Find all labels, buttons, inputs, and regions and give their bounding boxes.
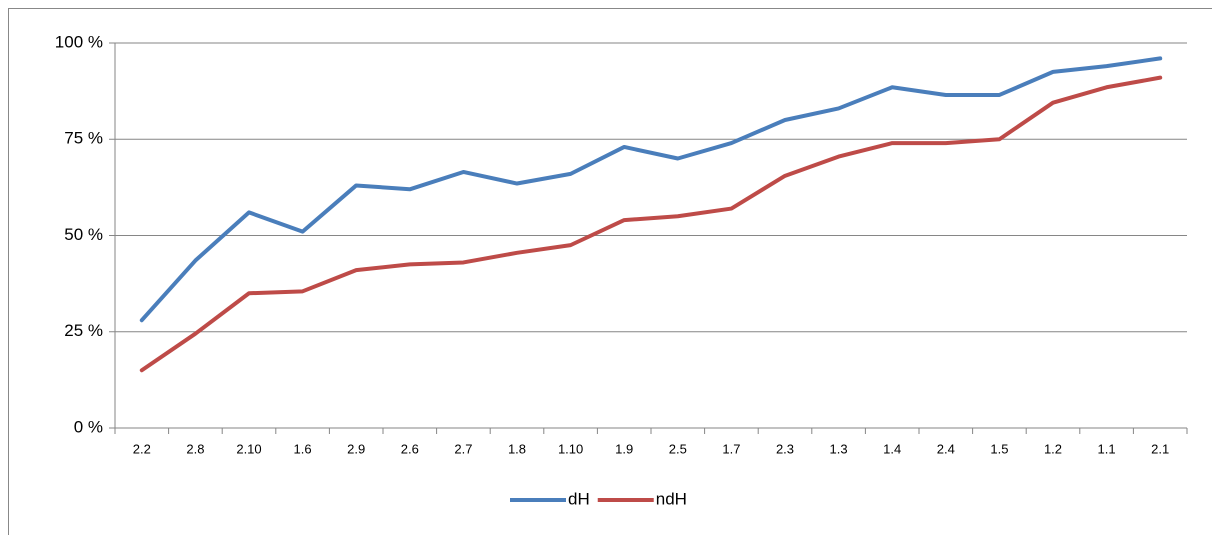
y-tick-label: 25 % bbox=[64, 321, 103, 340]
x-tick-label: 2.9 bbox=[347, 441, 365, 456]
x-tick-label: 2.5 bbox=[669, 441, 687, 456]
x-tick-label: 1.1 bbox=[1098, 441, 1116, 456]
x-tick-label: 2.7 bbox=[454, 441, 472, 456]
x-tick-label: 2.1 bbox=[1151, 441, 1169, 456]
y-tick-label: 75 % bbox=[64, 129, 103, 148]
x-tick-label: 1.2 bbox=[1044, 441, 1062, 456]
series-line bbox=[139, 56, 1163, 323]
x-tick-label: 2.4 bbox=[937, 441, 955, 456]
x-tick-label: 2.6 bbox=[401, 441, 419, 456]
x-tick-label: 1.7 bbox=[722, 441, 740, 456]
y-tick-label: 100 % bbox=[55, 32, 103, 51]
x-tick-label: 1.8 bbox=[508, 441, 526, 456]
x-tick-label: 1.10 bbox=[558, 441, 583, 456]
x-tick-label: 2.10 bbox=[236, 441, 261, 456]
x-tick-label: 1.4 bbox=[883, 441, 901, 456]
x-tick-label: 2.3 bbox=[776, 441, 794, 456]
x-tick-label: 2.8 bbox=[186, 441, 204, 456]
series-line bbox=[139, 75, 1163, 373]
x-tick-label: 1.6 bbox=[294, 441, 312, 456]
y-tick-label: 50 % bbox=[64, 225, 103, 244]
x-tick-label: 1.3 bbox=[830, 441, 848, 456]
x-tick-label: 1.9 bbox=[615, 441, 633, 456]
x-tick-label: 1.5 bbox=[990, 441, 1008, 456]
legend-label: ndH bbox=[656, 489, 687, 508]
chart-frame bbox=[8, 8, 1212, 535]
legend-label: dH bbox=[568, 489, 590, 508]
x-tick-label: 2.2 bbox=[133, 441, 151, 456]
y-tick-label: 0 % bbox=[74, 417, 103, 436]
